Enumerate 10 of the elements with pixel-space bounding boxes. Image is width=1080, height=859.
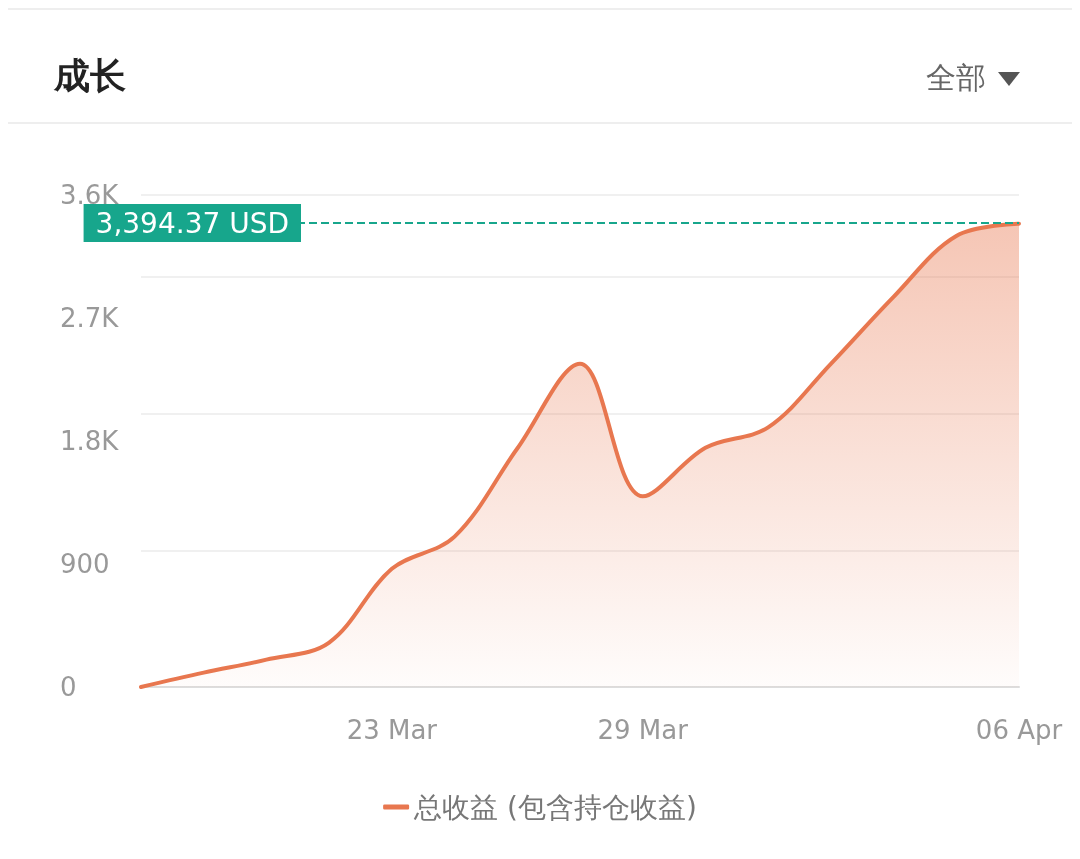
y-tick-label: 2.7K bbox=[60, 303, 120, 333]
legend-label: 总收益 (包含持仓收益) bbox=[413, 790, 697, 824]
chart-title: 成长 bbox=[54, 54, 126, 98]
y-tick-label: 900 bbox=[60, 549, 110, 579]
text: 全部 bbox=[926, 59, 986, 97]
y-tick-label: 0 bbox=[60, 672, 77, 702]
x-tick-label: 06 Apr bbox=[975, 715, 1063, 745]
y-tick-label: 1.8K bbox=[60, 426, 120, 456]
x-tick-label: 23 Mar bbox=[346, 715, 438, 745]
x-tick-label: 29 Mar bbox=[597, 715, 689, 745]
